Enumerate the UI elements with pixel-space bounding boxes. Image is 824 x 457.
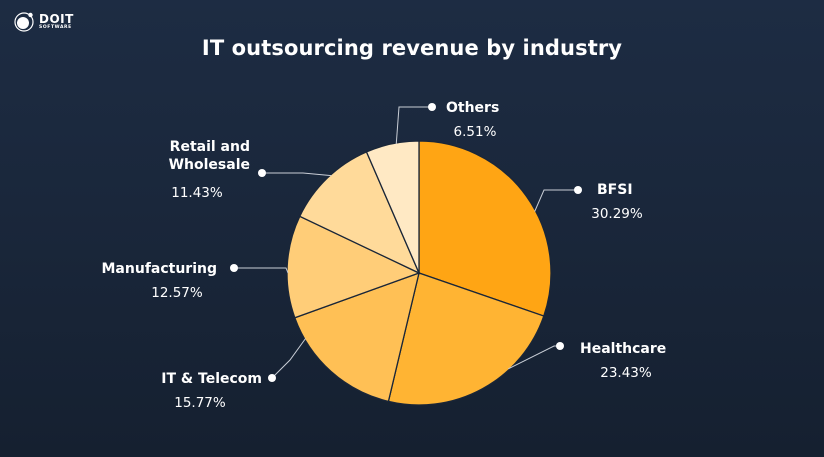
pie-slice-it-telecom [293,271,420,403]
chart-title: IT outsourcing revenue by industry [201,36,623,60]
slice-label: BFSI [597,182,633,198]
pie-slice-manufacturing [286,215,421,319]
pie-slice-retail-and-wholesale [298,151,421,275]
callout-dot [230,264,238,272]
slice-value-label: 23.43% [600,365,652,381]
pie-slice-bfsi [418,140,552,317]
callout-dot [574,186,582,194]
slice-value-label: 6.51% [454,124,497,140]
callout-dot [556,342,564,350]
slice-label: Others [446,100,499,116]
callout-leader-line [271,338,306,379]
logo-icon [13,11,35,33]
pie-slices [286,140,552,406]
callout-dot [428,103,436,111]
slice-label: Manufacturing [102,261,218,277]
slice-value-label: 30.29% [591,206,643,222]
brand-logo: DOIT SOFTWARE [13,11,74,33]
slice-label: Retail and [170,139,250,155]
pie-slice-others [365,140,420,274]
callout-dot [268,374,276,382]
callout-dot [258,169,266,177]
pie-callouts: BFSI 30.29% Healthcare 23.43% IT & Telecom 15… [102,100,667,411]
slice-value-label: 12.57% [151,285,203,301]
callout-leader-line [395,106,432,145]
callout-leader-line [262,172,332,177]
brand-name: DOIT [39,12,74,27]
slice-label: Wholesale [169,157,250,173]
slice-value-label: 15.77% [174,395,226,411]
callout-leader-line [234,267,289,274]
slice-label: Healthcare [580,341,666,357]
brand-subtitle: SOFTWARE [39,25,72,31]
pie-slice-healthcare [387,272,545,406]
callout-leader-line [534,189,578,212]
slice-label: IT & Telecom [161,371,262,387]
slice-value-label: 11.43% [171,185,223,201]
